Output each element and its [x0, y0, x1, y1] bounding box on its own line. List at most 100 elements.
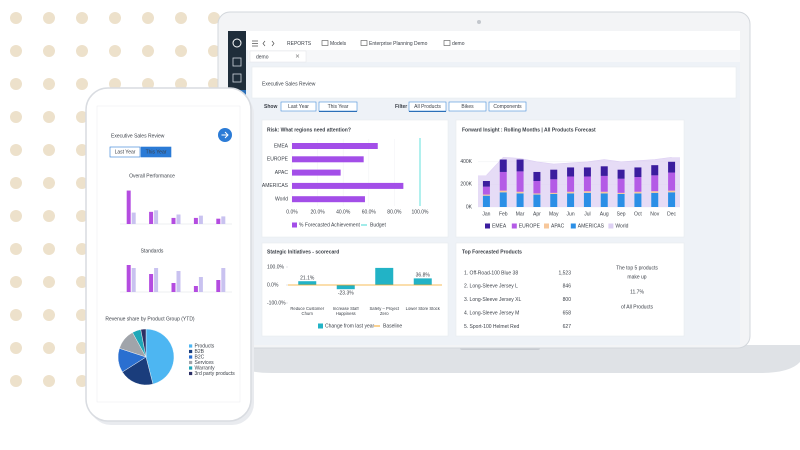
bar-segment: [482, 194, 490, 196]
breadcrumb-item[interactable]: REPORTS: [287, 41, 312, 47]
legend-swatch: [608, 223, 614, 229]
bar-segment: [567, 191, 575, 194]
x-tick-label: Feb: [499, 211, 508, 217]
legend-swatch: [189, 344, 193, 348]
folder-icon: [443, 40, 451, 46]
legend-swatch: [570, 223, 576, 229]
laptop-content: REPORTS Models Enterprise Planning Demo dem…: [252, 40, 680, 330]
decor-dot: [208, 45, 220, 57]
tab[interactable]: [249, 50, 307, 63]
bar-segment: [617, 169, 625, 179]
decor-dot: [43, 78, 55, 90]
legend-label: Warranty: [195, 365, 216, 371]
bar: [413, 278, 432, 285]
pie-slice: [140, 328, 147, 358]
filter-option[interactable]: Components: [493, 104, 522, 110]
product-value: 627: [563, 324, 572, 330]
sidebar-logo[interactable]: [232, 38, 242, 48]
toggle-label[interactable]: Last Year: [115, 149, 136, 155]
bar-segment: [634, 193, 642, 207]
bar: [375, 267, 394, 285]
bar-segment: [516, 171, 524, 192]
x-tick-label: Nov: [650, 211, 659, 217]
bar-segment: [499, 159, 507, 172]
sidebar-icon[interactable]: [232, 73, 242, 83]
legend-label: Baseline: [383, 323, 402, 329]
bar: [176, 271, 181, 292]
legend-swatch: [189, 349, 193, 354]
decor-dot: [76, 78, 88, 90]
bar: [298, 281, 317, 285]
y-tick-label: 200K: [460, 182, 472, 188]
bar-segment: [533, 171, 541, 181]
x-tick-label: Mar: [516, 211, 525, 217]
bar-segment: [583, 167, 591, 177]
bar: [292, 143, 378, 149]
decor-dot: [76, 177, 88, 189]
x-tick-label: Increase Staff Happiness: [332, 307, 359, 316]
x-tick-label: Jun: [567, 211, 575, 217]
y-tick-label: -100.0%: [267, 300, 286, 306]
breadcrumb-item[interactable]: demo: [452, 41, 465, 47]
legend-label: % Forecasted Achievement: [299, 222, 360, 228]
product-value: 658: [563, 311, 572, 317]
decor-dot: [76, 276, 88, 288]
decor-dot: [175, 12, 187, 24]
bar: [126, 190, 131, 224]
decor-dot: [10, 144, 22, 156]
bar: [193, 217, 198, 224]
nav-arrows: [262, 40, 275, 47]
filter-button[interactable]: [488, 101, 527, 112]
legend-label: Change from last year: [325, 323, 375, 329]
sidebar-icon[interactable]: [232, 57, 242, 67]
legend-label: 3rd party products: [195, 371, 236, 377]
decor-dot: [109, 12, 121, 24]
bar-segment: [583, 176, 591, 192]
panel: [261, 119, 449, 238]
legend-label: Products: [195, 343, 215, 349]
bar-segment: [668, 192, 676, 207]
breadcrumb-item[interactable]: Models: [330, 41, 347, 47]
filter-button[interactable]: [448, 101, 487, 112]
decor-dot: [10, 375, 22, 387]
product-value: 1,523: [558, 270, 571, 276]
legend-swatch: [292, 222, 297, 228]
chart-title: Revenue share by Product Group (YTD): [105, 316, 195, 322]
phone-content: Executive Sales Review Last Year This Year…: [105, 128, 236, 386]
decor-dot: [43, 309, 55, 321]
y-tick-label: EUROPE: [267, 157, 289, 163]
legend-label: B2C: [195, 354, 205, 360]
bar-segment: [516, 191, 524, 194]
y-tick-label: EMEA: [274, 143, 289, 149]
product-value: 846: [563, 284, 572, 290]
decor-dot: [43, 144, 55, 156]
filter-option[interactable]: Last Year: [288, 104, 309, 110]
filter-option[interactable]: Bikes: [461, 104, 474, 110]
toggle-button[interactable]: [140, 146, 172, 158]
filter-option[interactable]: All Products: [414, 104, 441, 110]
decor-dot: [10, 78, 22, 90]
filter-button[interactable]: [280, 101, 317, 112]
folder-icon: [360, 40, 368, 46]
bar-segment: [634, 191, 642, 194]
bar-segment: [668, 190, 676, 193]
chart-title: Risk: What regions need attention?: [267, 127, 351, 133]
filter-option[interactable]: This Year: [328, 104, 349, 110]
legend-label: EMEA: [492, 223, 507, 229]
area-fill: [478, 157, 680, 207]
decor-dot: [208, 12, 220, 24]
bar-segment: [499, 192, 507, 207]
breadcrumb-item[interactable]: Enterprise Planning Demo: [369, 41, 428, 47]
laptop-base: [232, 345, 800, 373]
toggle-button[interactable]: [109, 146, 141, 158]
bar-segment: [651, 191, 659, 193]
bar: [216, 218, 221, 224]
camera: [477, 20, 481, 24]
bar: [292, 182, 404, 189]
decor-dot: [10, 111, 22, 123]
bar: [198, 277, 203, 292]
bar-segment: [634, 167, 642, 178]
x-tick-label-box: Safety – Project Zero: [369, 307, 399, 316]
decor-dot: [76, 111, 88, 123]
toggle-label[interactable]: This Year: [146, 149, 167, 155]
